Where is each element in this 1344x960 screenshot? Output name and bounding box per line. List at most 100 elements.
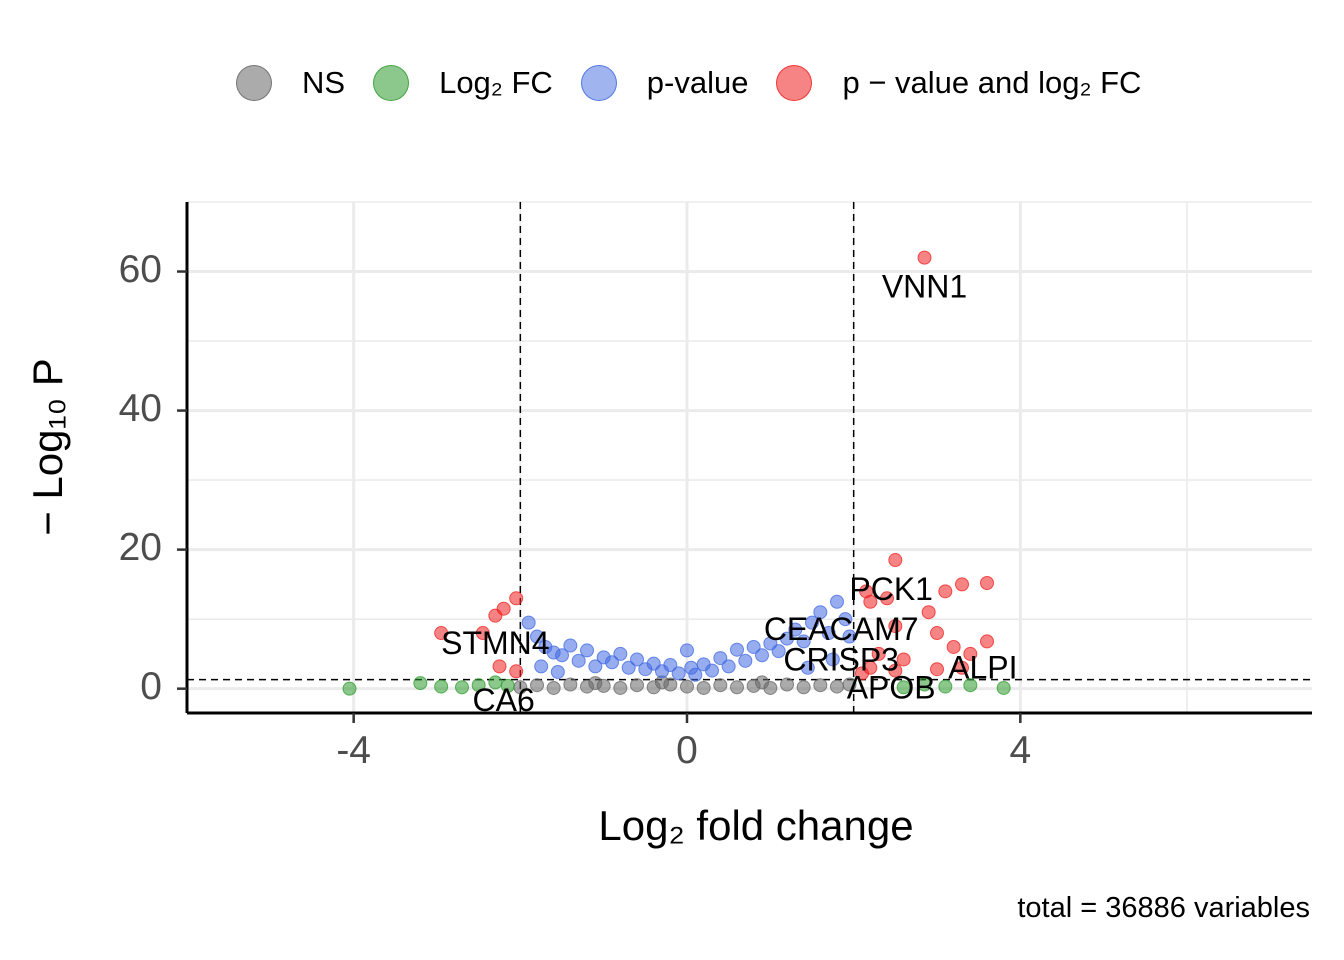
ns-point bbox=[588, 676, 603, 691]
p-value-point bbox=[730, 642, 744, 657]
p-value-point bbox=[821, 626, 836, 641]
gene-label: STMN4 bbox=[441, 625, 549, 661]
ns-point bbox=[713, 678, 728, 693]
legend-label-ns: NS bbox=[302, 65, 346, 100]
y-tick-label: 40 bbox=[119, 387, 162, 430]
p-value-point bbox=[621, 660, 636, 675]
gene-label: CEACAM7 bbox=[764, 611, 919, 647]
p-value-point bbox=[813, 605, 828, 620]
p-value-and-log-fc-point bbox=[938, 584, 953, 599]
p-value-point bbox=[713, 651, 728, 666]
legend: NS Log₂ FC p-value p − value and log₂ FC bbox=[236, 58, 1169, 108]
p-value-and-log-fc-point bbox=[917, 250, 932, 265]
p-value-point bbox=[842, 629, 857, 644]
legend-item-pvalue-and-log2fc: p − value and log₂ FC bbox=[776, 65, 1141, 101]
ns-point bbox=[563, 677, 578, 692]
ns-legend-marker bbox=[236, 65, 272, 101]
ns-point bbox=[696, 680, 711, 695]
p-value-point bbox=[805, 615, 819, 630]
gene-label: CRISP3 bbox=[783, 642, 899, 678]
p-value-point bbox=[671, 666, 686, 681]
p-value-and-log-fc-point bbox=[980, 575, 994, 590]
y-tick-label: 0 bbox=[140, 665, 162, 708]
gene-label: VNN1 bbox=[882, 268, 967, 304]
p-value-point bbox=[588, 659, 603, 674]
ns-point bbox=[530, 678, 544, 693]
p-value-point bbox=[663, 658, 678, 673]
p-value-point bbox=[688, 667, 703, 682]
legend-label-pvalue: p-value bbox=[646, 65, 749, 100]
log-fc-point bbox=[896, 680, 911, 695]
p-value-and-log-fc-point bbox=[946, 639, 961, 654]
x-tick-label: -4 bbox=[336, 729, 371, 772]
legend-item-pvalue: p-value bbox=[580, 65, 749, 101]
log-fc-point bbox=[455, 680, 469, 695]
p-value-point bbox=[563, 638, 578, 653]
ns-point bbox=[796, 680, 811, 695]
p-value-point bbox=[580, 643, 594, 658]
ns-point bbox=[630, 678, 644, 693]
ns-point bbox=[830, 679, 844, 694]
p-value-and-log-fc-point bbox=[880, 591, 894, 606]
ns-point bbox=[546, 680, 561, 695]
p-value-and-log-fc-point bbox=[509, 664, 524, 679]
grid bbox=[186, 201, 1312, 713]
p-value-and-log-fc-point bbox=[930, 626, 944, 641]
p-value-and-log-fc-point bbox=[955, 660, 969, 675]
p-value-point bbox=[521, 615, 536, 630]
log-fc-point bbox=[500, 678, 515, 693]
p-value-point bbox=[830, 594, 844, 609]
p-value-point bbox=[738, 653, 753, 668]
pvalue-and-log2fc-legend-marker bbox=[776, 65, 813, 101]
p-value-point bbox=[800, 660, 815, 675]
caption: total = 36886 variables bbox=[1017, 892, 1310, 924]
gene-label: PCK1 bbox=[849, 571, 933, 607]
p-value-point bbox=[838, 612, 853, 627]
log-fc-point bbox=[938, 679, 953, 694]
gene-label: ALPI bbox=[948, 649, 1017, 685]
p-value-and-log-fc-point bbox=[488, 608, 503, 623]
p-value-and-log-fc-point bbox=[963, 646, 978, 661]
log-fc-point bbox=[917, 677, 932, 692]
p-value-point bbox=[705, 663, 719, 678]
p-value-and-log-fc-point bbox=[921, 605, 936, 620]
p-value-and-log-fc-point bbox=[888, 553, 903, 568]
p-value-point bbox=[613, 646, 628, 661]
p-value-and-log-fc-point bbox=[871, 646, 886, 661]
legend-item-ns: NS bbox=[236, 65, 345, 101]
ns-point bbox=[680, 679, 694, 694]
x-tick-label: 0 bbox=[676, 729, 698, 772]
p-value-and-log-fc-point bbox=[475, 626, 490, 641]
legend-label-pvalue-and-log2fc: p − value and log₂ FC bbox=[842, 65, 1142, 100]
y-tick-label: 20 bbox=[119, 526, 162, 569]
x-axis-title: Log₂ fold change bbox=[598, 802, 913, 849]
p-value-and-log-fc-point bbox=[434, 626, 449, 641]
p-value-and-log-fc-point bbox=[888, 663, 903, 678]
p-value-and-log-fc-point bbox=[492, 659, 507, 674]
ns-point bbox=[780, 677, 794, 692]
legend-label-log2fc: Log₂ FC bbox=[439, 65, 553, 100]
log-fc-point bbox=[342, 681, 357, 696]
p-value-point bbox=[721, 659, 736, 674]
ns-point bbox=[755, 675, 769, 690]
p-value-point bbox=[555, 648, 569, 663]
p-value-point bbox=[755, 648, 769, 663]
p-value-point bbox=[746, 639, 761, 654]
p-value-point bbox=[550, 664, 565, 679]
p-value-point bbox=[771, 644, 786, 659]
p-value-point bbox=[796, 634, 811, 649]
log-fc-point bbox=[413, 676, 428, 691]
legend-item-log2fc: Log₂ FC bbox=[373, 65, 553, 101]
ns-point bbox=[813, 678, 828, 693]
pvalue-legend-marker bbox=[580, 65, 617, 101]
p-value-point bbox=[571, 653, 586, 668]
p-value-point bbox=[534, 659, 549, 674]
y-tick-label: 60 bbox=[119, 248, 162, 291]
log-fc-point bbox=[996, 680, 1011, 695]
ns-point bbox=[730, 680, 744, 695]
p-value-point bbox=[680, 643, 694, 658]
ns-point bbox=[613, 680, 628, 695]
x-tick-label: 4 bbox=[1009, 729, 1031, 772]
p-value-point bbox=[788, 622, 803, 637]
